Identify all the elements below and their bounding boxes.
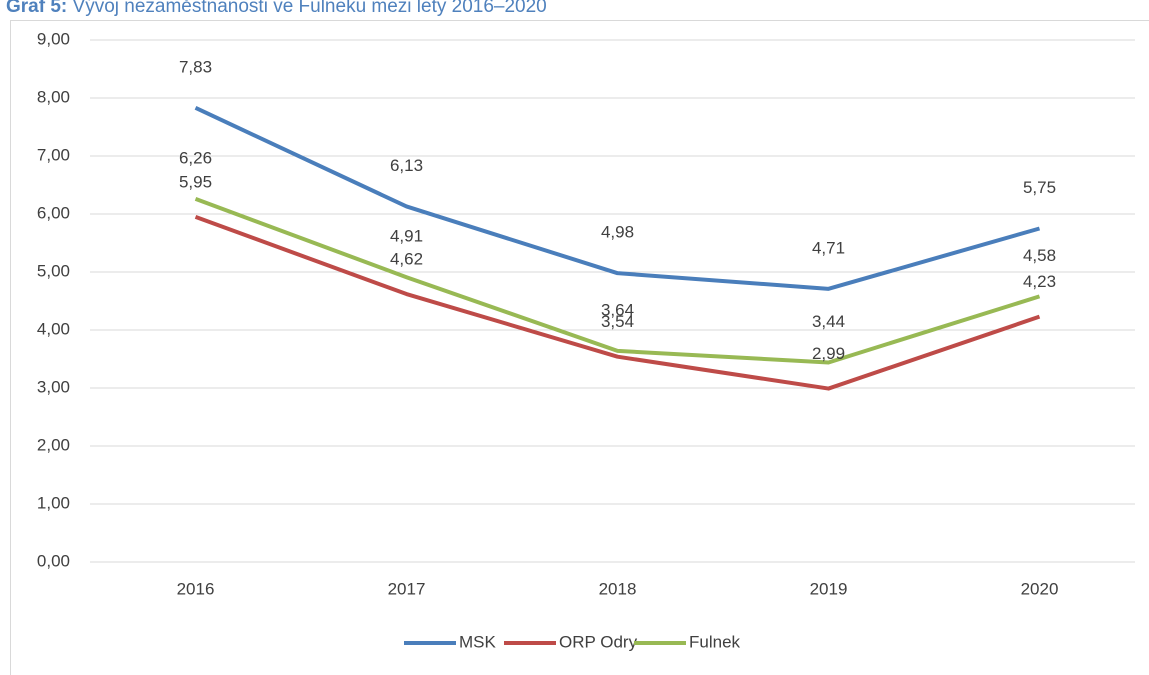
series-line	[194, 215, 1041, 391]
data-label: 5,95	[179, 172, 212, 191]
x-tick-label: 2020	[1021, 579, 1059, 598]
y-tick-label: 8,00	[37, 87, 70, 106]
legend-label: Fulnek	[689, 632, 741, 651]
data-label: 4,23	[1023, 272, 1056, 291]
data-label: 4,62	[390, 250, 423, 269]
series-line	[194, 197, 1041, 365]
data-label: 2,99	[812, 344, 845, 363]
y-tick-label: 7,00	[37, 145, 70, 164]
y-tick-label: 1,00	[37, 493, 70, 512]
y-tick-label: 4,00	[37, 319, 70, 338]
data-label: 4,98	[601, 223, 634, 242]
chart-frame	[10, 20, 1149, 675]
data-label: 4,71	[812, 238, 845, 257]
x-tick-label: 2016	[177, 579, 215, 598]
legend-label: ORP Odry	[559, 632, 638, 651]
y-tick-label: 0,00	[37, 551, 70, 570]
x-tick-label: 2018	[599, 579, 637, 598]
data-label: 3,54	[601, 312, 634, 331]
y-tick-label: 5,00	[37, 261, 70, 280]
legend-label: MSK	[459, 632, 497, 651]
x-tick-label: 2017	[388, 579, 426, 598]
title-label: Graf 5:	[6, 0, 67, 17]
data-label: 4,58	[1023, 246, 1056, 265]
data-label: 6,13	[390, 156, 423, 175]
y-tick-label: 6,00	[37, 203, 70, 222]
data-label: 3,64	[601, 300, 634, 319]
data-label: 4,91	[390, 227, 423, 246]
y-tick-label: 3,00	[37, 377, 70, 396]
y-tick-label: 2,00	[37, 435, 70, 454]
data-label: 7,83	[179, 57, 212, 76]
x-tick-label: 2019	[810, 579, 848, 598]
data-label: 3,44	[812, 312, 845, 331]
y-tick-label: 9,00	[37, 29, 70, 48]
title-text: Vývoj nezaměstnanosti ve Fulneku mezi le…	[73, 0, 547, 17]
chart-title: Graf 5: Vývoj nezaměstnanosti ve Fulneku…	[6, 0, 547, 17]
series-line	[194, 106, 1041, 291]
data-label: 6,26	[179, 148, 212, 167]
data-label: 5,75	[1023, 178, 1056, 197]
